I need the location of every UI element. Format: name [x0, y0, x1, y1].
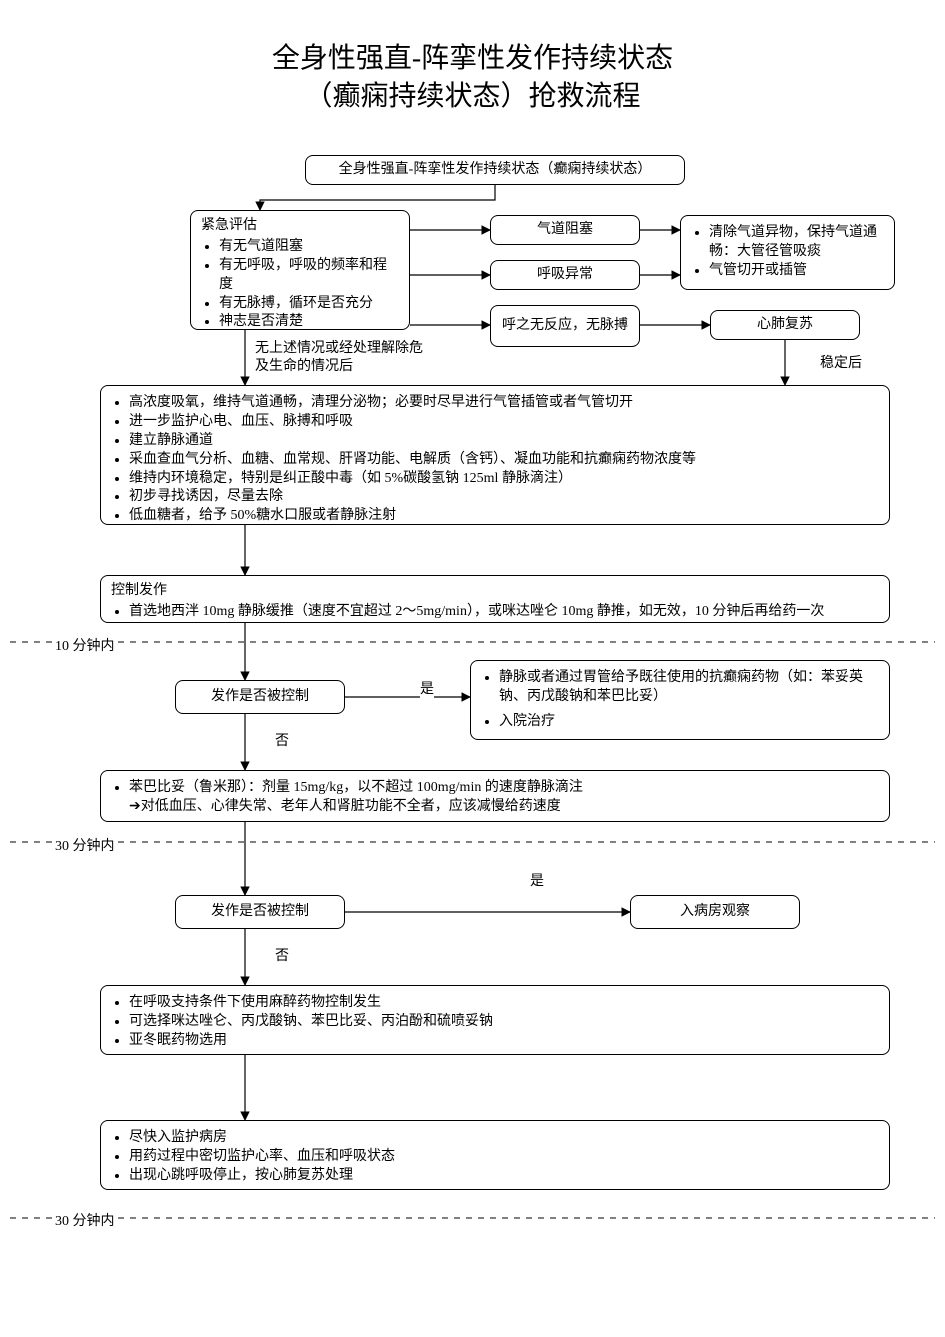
- maint-b0: 静脉或者通过胃管给予既往使用的抗癫痫药物（如：苯妥英钠、丙戊酸钠和苯巴比妥）: [499, 669, 879, 707]
- node-maintenance-meds: 静脉或者通过胃管给予既往使用的抗癫痫药物（如：苯妥英钠、丙戊酸钠和苯巴比妥） 入…: [470, 660, 890, 740]
- node-emergency-assessment: 紧急评估 有无气道阻塞 有无呼吸，呼吸的频率和程度 有无脉搏，循环是否充分 神志…: [190, 210, 410, 330]
- control-header: 控制发作: [111, 582, 879, 601]
- dec2-text: 发作是否被控制: [211, 903, 309, 922]
- node-stabilize: 高浓度吸氧，维持气道通畅，清理分泌物；必要时尽早进行气管插管或者气管切开 进一步…: [100, 385, 890, 525]
- timeline-10min: 10 分钟内: [55, 635, 115, 655]
- anesth-b2: 亚冬眠药物选用: [129, 1032, 879, 1051]
- title-line-2: （癫痫持续状态）抢救流程: [304, 81, 640, 112]
- clear-b1: 气管切开或插管: [709, 262, 884, 281]
- assess-b3: 神志是否清楚: [219, 313, 399, 332]
- label-no-2: 否: [275, 945, 289, 965]
- timeline-30min-b: 30 分钟内: [55, 1210, 115, 1230]
- stab-b1: 进一步监护心电、血压、脉搏和呼吸: [129, 413, 879, 432]
- title-line-1: 全身性强直-阵挛性发作持续状态: [272, 43, 673, 74]
- control-b0: 首选地西泮 10mg 静脉缓推（速度不宜超过 2～5mg/min），或咪达唑仑 …: [129, 603, 879, 622]
- label-no-1: 否: [275, 730, 289, 750]
- node-phenobarbital: 苯巴比妥（鲁米那）：剂量 15mg/kg，以不超过 100mg/min 的速度静…: [100, 770, 890, 822]
- stab-b3: 采血查血气分析、血糖、血常规、肝肾功能、电解质（含钙）、凝血功能和抗癫痫药物浓度…: [129, 451, 879, 470]
- assess-header: 紧急评估: [201, 217, 399, 236]
- node-icu: 尽快入监护病房 用药过程中密切监护心率、血压和呼吸状态 出现心跳呼吸停止，按心肺…: [100, 1120, 890, 1190]
- node-anesthesia: 在呼吸支持条件下使用麻醉药物控制发生 可选择咪达唑仑、丙戊酸钠、苯巴比妥、丙泊酚…: [100, 985, 890, 1055]
- stab-b0: 高浓度吸氧，维持气道通畅，清理分泌物；必要时尽早进行气管插管或者气管切开: [129, 394, 879, 413]
- ward-text: 入病房观察: [680, 903, 750, 922]
- icu-b2: 出现心跳呼吸停止，按心肺复苏处理: [129, 1167, 879, 1186]
- cpr-text: 心肺复苏: [757, 316, 813, 335]
- icu-b1: 用药过程中密切监护心率、血压和呼吸状态: [129, 1148, 879, 1167]
- timeline-30min-a: 30 分钟内: [55, 835, 115, 855]
- label-stable-text: 稳定后: [820, 356, 862, 371]
- pheno-arrowline: ➔对低血压、心律失常、老年人和肾脏功能不全者，应该减慢给药速度: [111, 798, 879, 817]
- airway-text: 气道阻塞: [537, 221, 593, 240]
- label-after-handling: 无上述情况或经处理解除危及生命的情况后: [255, 340, 425, 375]
- node-clear-airway: 清除气道异物，保持气道通畅：大管径管吸痰 气管切开或插管: [680, 215, 895, 290]
- node-airway-obstruction: 气道阻塞: [490, 215, 640, 245]
- resp-text: 呼吸异常: [537, 266, 593, 285]
- node-control-seizure: 控制发作 首选地西泮 10mg 静脉缓推（速度不宜超过 2～5mg/min），或…: [100, 575, 890, 623]
- label-after-text: 无上述情况或经处理解除危及生命的情况后: [255, 341, 423, 374]
- node-decision-1: 发作是否被控制: [175, 680, 345, 714]
- node-decision-2: 发作是否被控制: [175, 895, 345, 929]
- node-cpr: 心肺复苏: [710, 310, 860, 340]
- assess-b2: 有无脉搏，循环是否充分: [219, 295, 399, 314]
- label-yes-1: 是: [420, 678, 434, 698]
- page-title: 全身性强直-阵挛性发作持续状态 （癫痫持续状态）抢救流程: [0, 40, 945, 116]
- start-text: 全身性强直-阵挛性发作持续状态（癫痫持续状态）: [339, 161, 652, 180]
- node-start: 全身性强直-阵挛性发作持续状态（癫痫持续状态）: [305, 155, 685, 185]
- stab-b6: 低血糖者，给予 50%糖水口服或者静脉注射: [129, 507, 879, 526]
- icu-b0: 尽快入监护病房: [129, 1129, 879, 1148]
- node-no-response: 呼之无反应，无脉搏: [490, 305, 640, 347]
- clear-b0: 清除气道异物，保持气道通畅：大管径管吸痰: [709, 224, 884, 262]
- node-ward-observe: 入病房观察: [630, 895, 800, 929]
- label-stable: 稳定后: [820, 352, 862, 372]
- noresp-text: 呼之无反应，无脉搏: [502, 317, 628, 336]
- pheno-b0: 苯巴比妥（鲁米那）：剂量 15mg/kg，以不超过 100mg/min 的速度静…: [129, 779, 879, 798]
- stab-b5: 初步寻找诱因，尽量去除: [129, 488, 879, 507]
- stab-b2: 建立静脉通道: [129, 432, 879, 451]
- assess-b1: 有无呼吸，呼吸的频率和程度: [219, 257, 399, 295]
- anesth-b1: 可选择咪达唑仑、丙戊酸钠、苯巴比妥、丙泊酚和硫喷妥钠: [129, 1013, 879, 1032]
- stab-b4: 维持内环境稳定，特别是纠正酸中毒（如 5%碳酸氢钠 125ml 静脉滴注）: [129, 470, 879, 489]
- dec1-text: 发作是否被控制: [211, 688, 309, 707]
- label-yes-2: 是: [530, 870, 544, 890]
- anesth-b0: 在呼吸支持条件下使用麻醉药物控制发生: [129, 994, 879, 1013]
- maint-b1: 入院治疗: [499, 713, 879, 732]
- assess-b0: 有无气道阻塞: [219, 238, 399, 257]
- node-resp-abnormal: 呼吸异常: [490, 260, 640, 290]
